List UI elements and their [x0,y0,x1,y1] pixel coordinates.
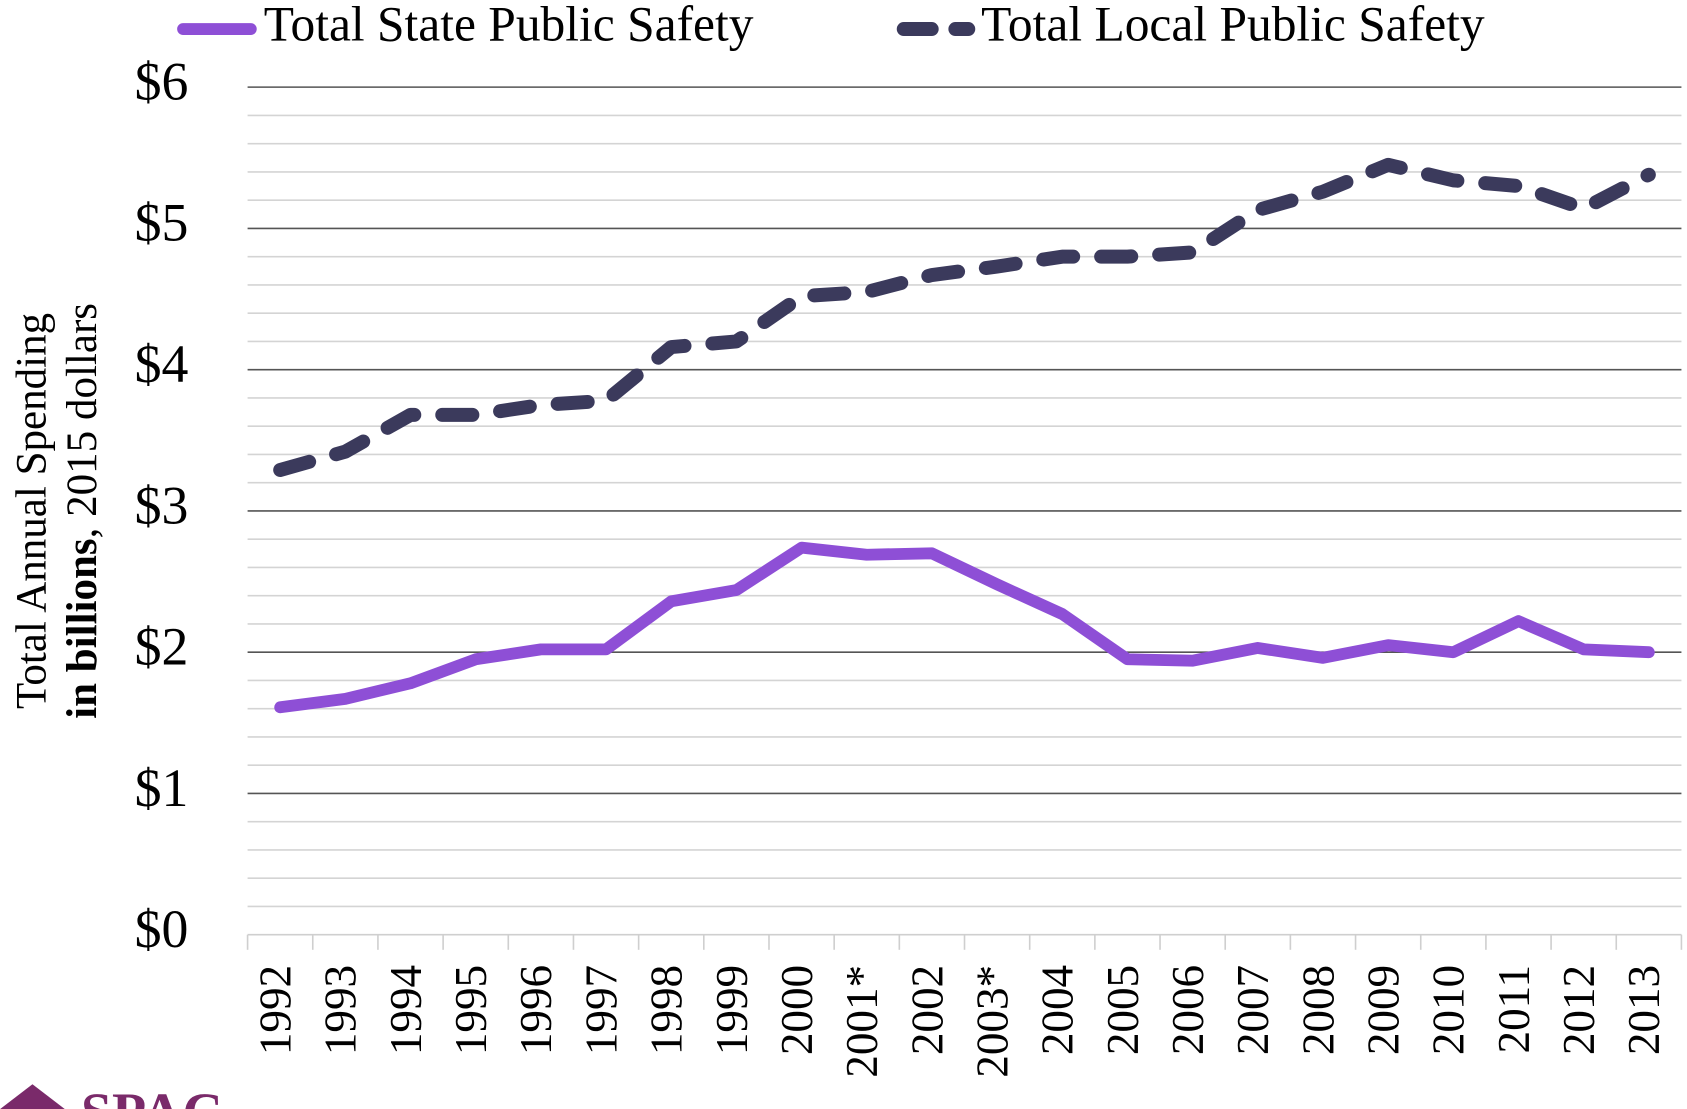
x-tick-label: 1997 [576,965,626,1055]
y-tick-label: $3 [135,475,189,535]
x-tick-label: 1999 [707,965,757,1055]
logo-text: SPAC [81,1083,223,1109]
legend-label: Total Local Public Safety [981,0,1485,51]
y-tick-label: $5 [135,193,189,253]
y-axis-title: Total Annual Spending in billions, 2015 … [9,303,107,719]
x-tick-label: 2011 [1489,965,1539,1054]
x-tick-label: 2002 [902,965,952,1055]
x-tick-label: 2005 [1098,965,1148,1055]
x-tick-label: 1994 [381,965,431,1055]
y-tick-label: $2 [135,617,189,677]
x-tick-label: 2004 [1033,965,1083,1055]
y-tick-label: $4 [135,334,189,394]
y-tick-label: $6 [135,51,189,111]
y-axis-title-rest: , 2015 dollars [59,303,106,538]
y-axis-title-line1: Total Annual Spending [9,313,56,709]
logo: SPAC [0,1083,223,1109]
y-tick-label: $0 [135,899,189,959]
x-tick-label: 1992 [251,965,301,1055]
x-tick-label: 2003* [967,965,1017,1078]
x-tick-label: 1995 [446,965,496,1055]
x-tick-label: 2006 [1163,965,1213,1055]
x-tick-label: 1996 [511,965,561,1055]
x-tick-label: 2008 [1293,965,1343,1055]
x-tick-label: 1998 [642,965,692,1055]
series-line [273,157,1656,477]
y-axis-title-line2: in billions, 2015 dollars [59,303,106,719]
x-tick-label: 2010 [1424,965,1474,1055]
y-tick-label: $1 [135,758,189,818]
x-tick-label: 2013 [1619,965,1669,1055]
x-tick-label: 2012 [1554,965,1604,1055]
x-tick-label: 2000 [772,965,822,1055]
x-tick-label: 2001* [837,965,887,1078]
series-line [274,541,1655,714]
logo-icon [0,1084,65,1109]
x-tick-label: 1993 [316,965,366,1055]
x-tick-label: 2007 [1228,965,1278,1055]
y-axis-title-bold: in billions [59,538,106,719]
x-tick-label: 2009 [1359,965,1409,1055]
legend-label: Total State Public Safety [264,0,754,51]
